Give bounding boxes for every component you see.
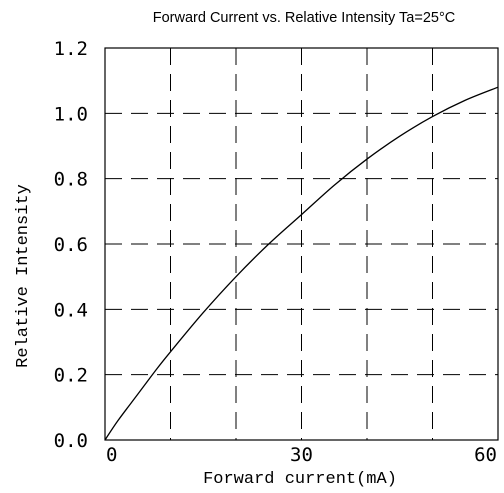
- x-axis-label: Forward current(mA): [203, 470, 397, 489]
- y-axis-label: Relative Intensity: [14, 184, 33, 368]
- x-tick-label-1: 30: [290, 444, 313, 466]
- y-tick-label-4: 0.8: [54, 169, 88, 191]
- y-tick-label-1: 0.2: [54, 365, 88, 387]
- x-axis-tick-labels: 0 30 60: [106, 444, 497, 466]
- y-tick-label-2: 0.4: [54, 299, 88, 321]
- y-tick-label-0: 0.0: [54, 430, 88, 452]
- y-axis-tick-labels: 0.0 0.2 0.4 0.6 0.8 1.0 1.2: [54, 38, 88, 452]
- chart-grid: [105, 48, 498, 440]
- y-tick-label-6: 1.2: [54, 38, 88, 60]
- y-tick-label-3: 0.6: [54, 234, 88, 256]
- chart-title: Forward Current vs. Relative Intensity T…: [153, 10, 456, 26]
- y-tick-label-5: 1.0: [54, 103, 88, 125]
- x-tick-label-2: 60: [474, 444, 497, 466]
- x-tick-label-0: 0: [106, 444, 117, 466]
